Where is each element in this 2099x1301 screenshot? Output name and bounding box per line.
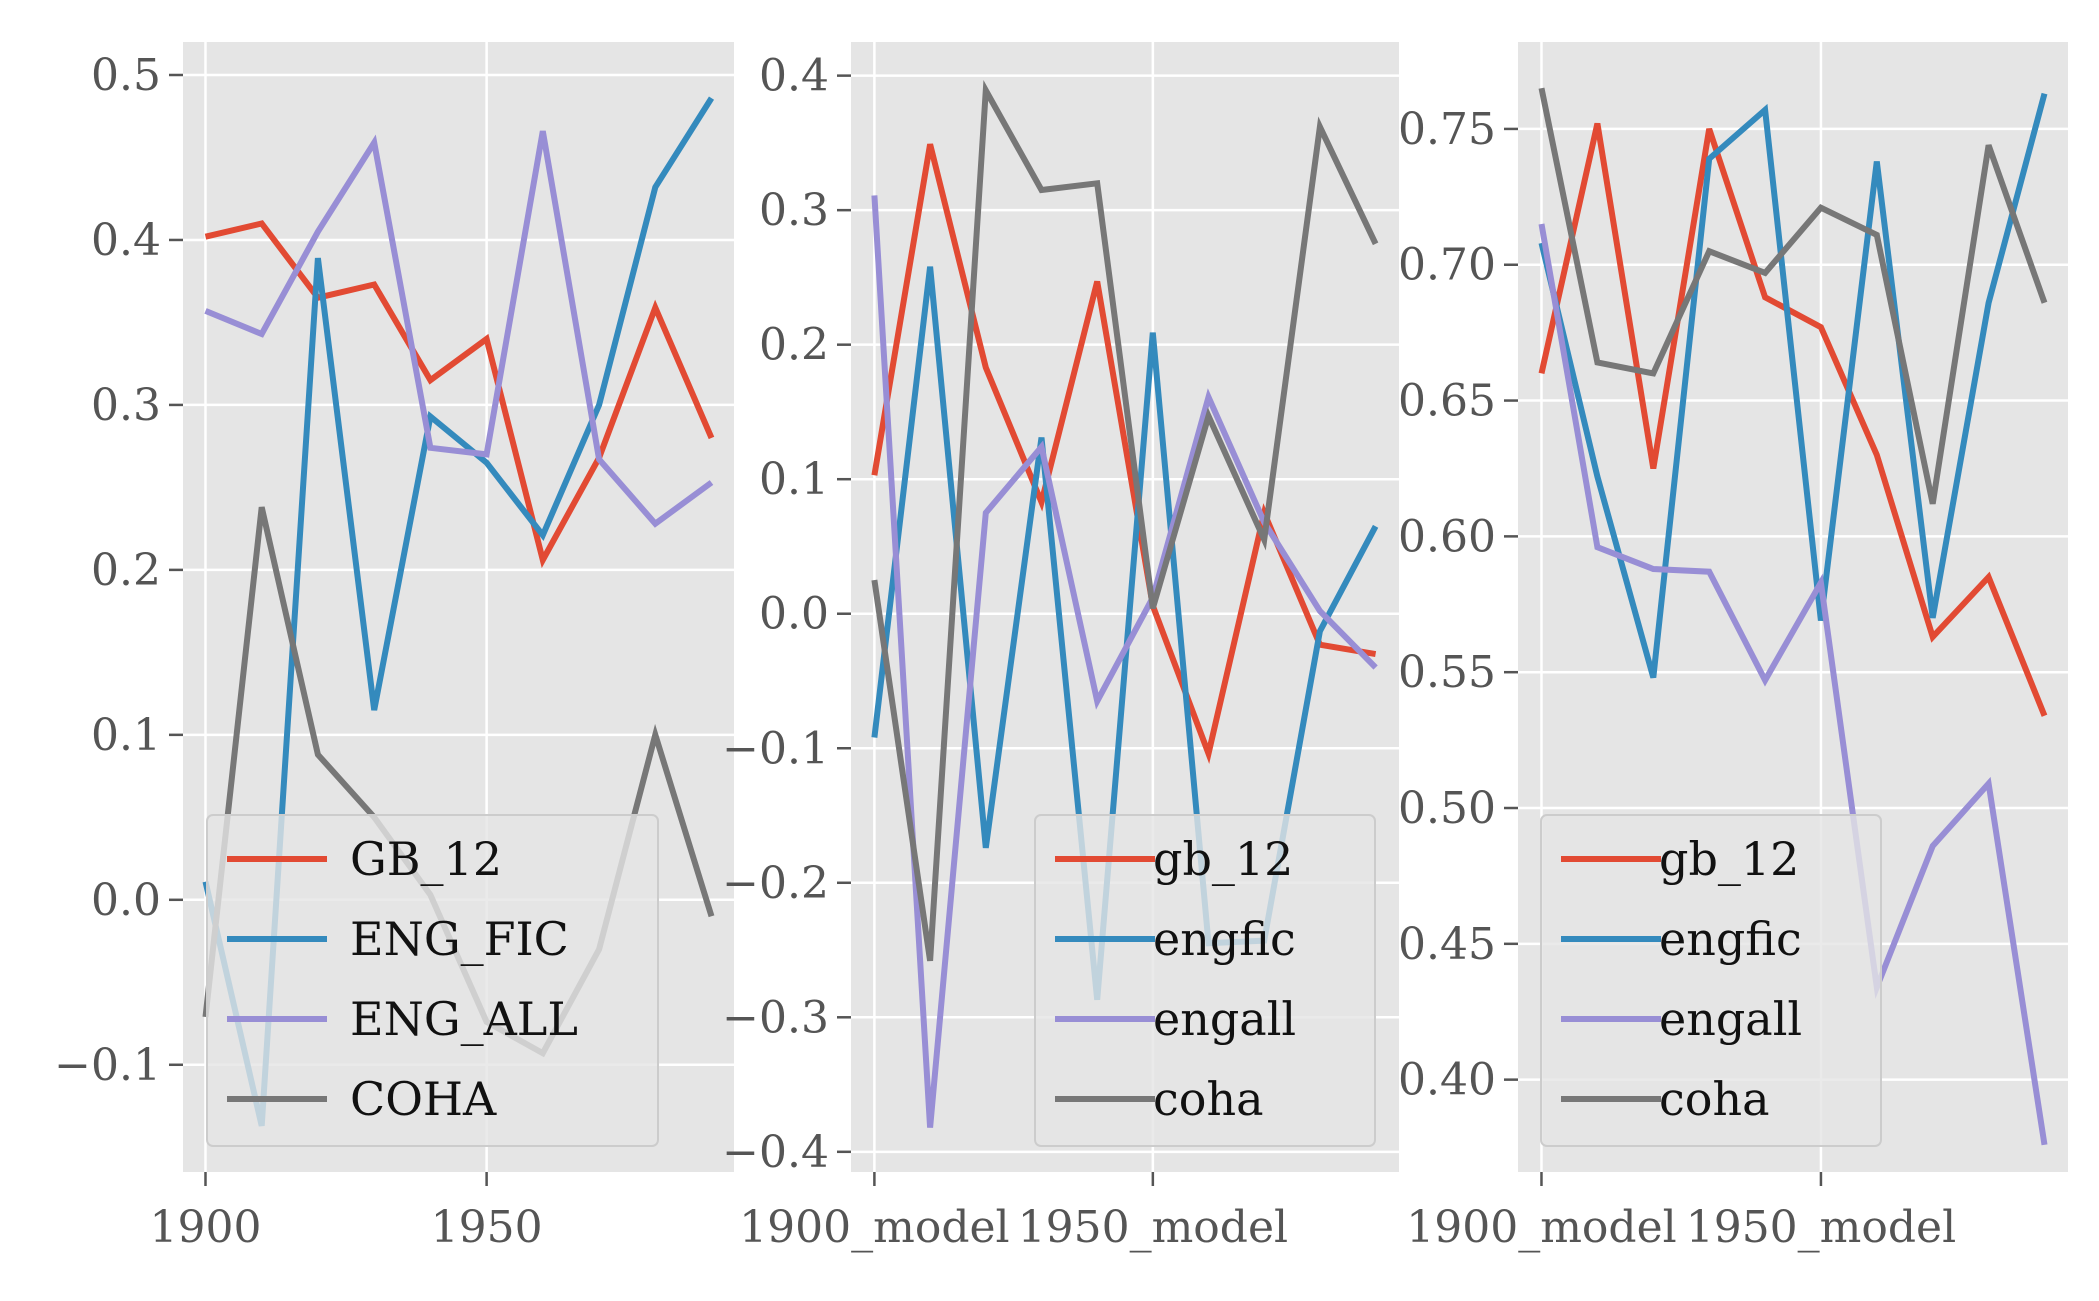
legend-label: engall xyxy=(1659,992,1802,1046)
y-tick-label: −0.1 xyxy=(722,723,829,774)
legend-label: engfic xyxy=(1659,912,1802,966)
y-axis: 0.40 0.45 0.50 0.55 0.60 0.65 0.70 0.75 xyxy=(1398,104,1518,1106)
legend-label: gb_12 xyxy=(1659,832,1799,886)
series-line-eng_all xyxy=(204,130,714,528)
y-axis: −0.1 0.0 0.1 0.2 0.3 0.4 0.5 xyxy=(54,50,183,1091)
y-tick-label: 0.2 xyxy=(759,320,829,371)
y-tick-label: 0.3 xyxy=(759,185,829,236)
x-tick-label: 1950_model xyxy=(1686,1202,1956,1253)
y-tick-label: 0.45 xyxy=(1398,919,1496,970)
y-tick-label: 0.0 xyxy=(759,589,829,640)
legend-box xyxy=(1540,814,1882,1147)
series-line-coha xyxy=(871,80,1379,962)
series-line-engall xyxy=(871,195,1378,1128)
series-group xyxy=(871,80,1379,1128)
legend-label: ENG_ALL xyxy=(350,992,578,1046)
x-axis: 1900_model 1950_model xyxy=(739,1172,1288,1253)
y-tick-label: 0.75 xyxy=(1398,104,1496,155)
x-axis: 1900 1950 xyxy=(149,1172,543,1253)
legend: GB_12 ENG_FIC ENG_ALL COHA xyxy=(206,814,659,1147)
subplot-3: 0.40 0.45 0.50 0.55 0.60 0.65 0.70 0.75 1900_mod… xyxy=(1398,42,2068,1253)
subplot-1: −0.1 0.0 0.1 0.2 0.3 0.4 0.5 1900 1950 GB_12 ENG_F… xyxy=(54,42,734,1253)
y-tick-label: 0.55 xyxy=(1398,647,1496,698)
y-tick-label: −0.3 xyxy=(722,992,829,1043)
x-tick-label: 1900_model xyxy=(1406,1202,1676,1253)
y-axis: −0.4 −0.3 −0.2 −0.1 0.0 0.1 0.2 0.3 0.4 xyxy=(722,51,851,1178)
series-line-eng_fic xyxy=(202,96,715,1127)
x-tick-label: 1950 xyxy=(431,1202,543,1253)
series-line-gb_12 xyxy=(204,220,715,569)
y-tick-label: 0.50 xyxy=(1398,783,1496,834)
legend-box xyxy=(206,814,659,1147)
subplot-2: −0.4 −0.3 −0.2 −0.1 0.0 0.1 0.2 0.3 0.4 1900_mode… xyxy=(722,42,1399,1253)
y-tick-label: −0.2 xyxy=(722,858,829,909)
y-tick-label: 0.5 xyxy=(91,50,161,101)
legend-label: gb_12 xyxy=(1153,832,1293,886)
y-tick-label: 0.60 xyxy=(1398,511,1496,562)
series-group xyxy=(1538,87,2048,1146)
legend-label: ENG_FIC xyxy=(350,912,569,966)
y-tick-label: −0.1 xyxy=(54,1040,161,1091)
y-tick-label: 0.65 xyxy=(1398,376,1496,427)
x-axis: 1900_model 1950_model xyxy=(1406,1172,1956,1253)
legend-label: COHA xyxy=(350,1072,497,1126)
legend-label: coha xyxy=(1659,1072,1770,1126)
legend-label: engfic xyxy=(1153,912,1296,966)
series-line-gb_12 xyxy=(1538,122,2048,717)
y-tick-label: 0.40 xyxy=(1398,1055,1496,1106)
series-line-engfic xyxy=(1538,92,2048,679)
y-tick-label: 0.3 xyxy=(91,380,161,431)
y-tick-label: −0.4 xyxy=(722,1127,829,1178)
y-tick-label: 0.1 xyxy=(759,454,829,505)
legend-box xyxy=(1034,814,1376,1147)
y-tick-label: 0.70 xyxy=(1398,240,1496,291)
y-tick-label: 0.2 xyxy=(91,545,161,596)
y-tick-label: 0.4 xyxy=(91,215,161,266)
legend-label: coha xyxy=(1153,1072,1264,1126)
y-tick-label: 0.4 xyxy=(759,51,829,102)
legend-label: engall xyxy=(1153,992,1296,1046)
y-tick-label: 0.0 xyxy=(91,875,161,926)
series-line-coha xyxy=(1538,87,2048,505)
series-line-gb_12 xyxy=(871,143,1377,764)
x-tick-label: 1900 xyxy=(149,1202,261,1253)
legend-label: GB_12 xyxy=(350,832,502,886)
series-line-engall xyxy=(1538,223,2048,1146)
x-tick-label: 1900_model xyxy=(739,1202,1009,1253)
x-tick-label: 1950_model xyxy=(1018,1202,1288,1253)
y-tick-label: 0.1 xyxy=(91,710,161,761)
